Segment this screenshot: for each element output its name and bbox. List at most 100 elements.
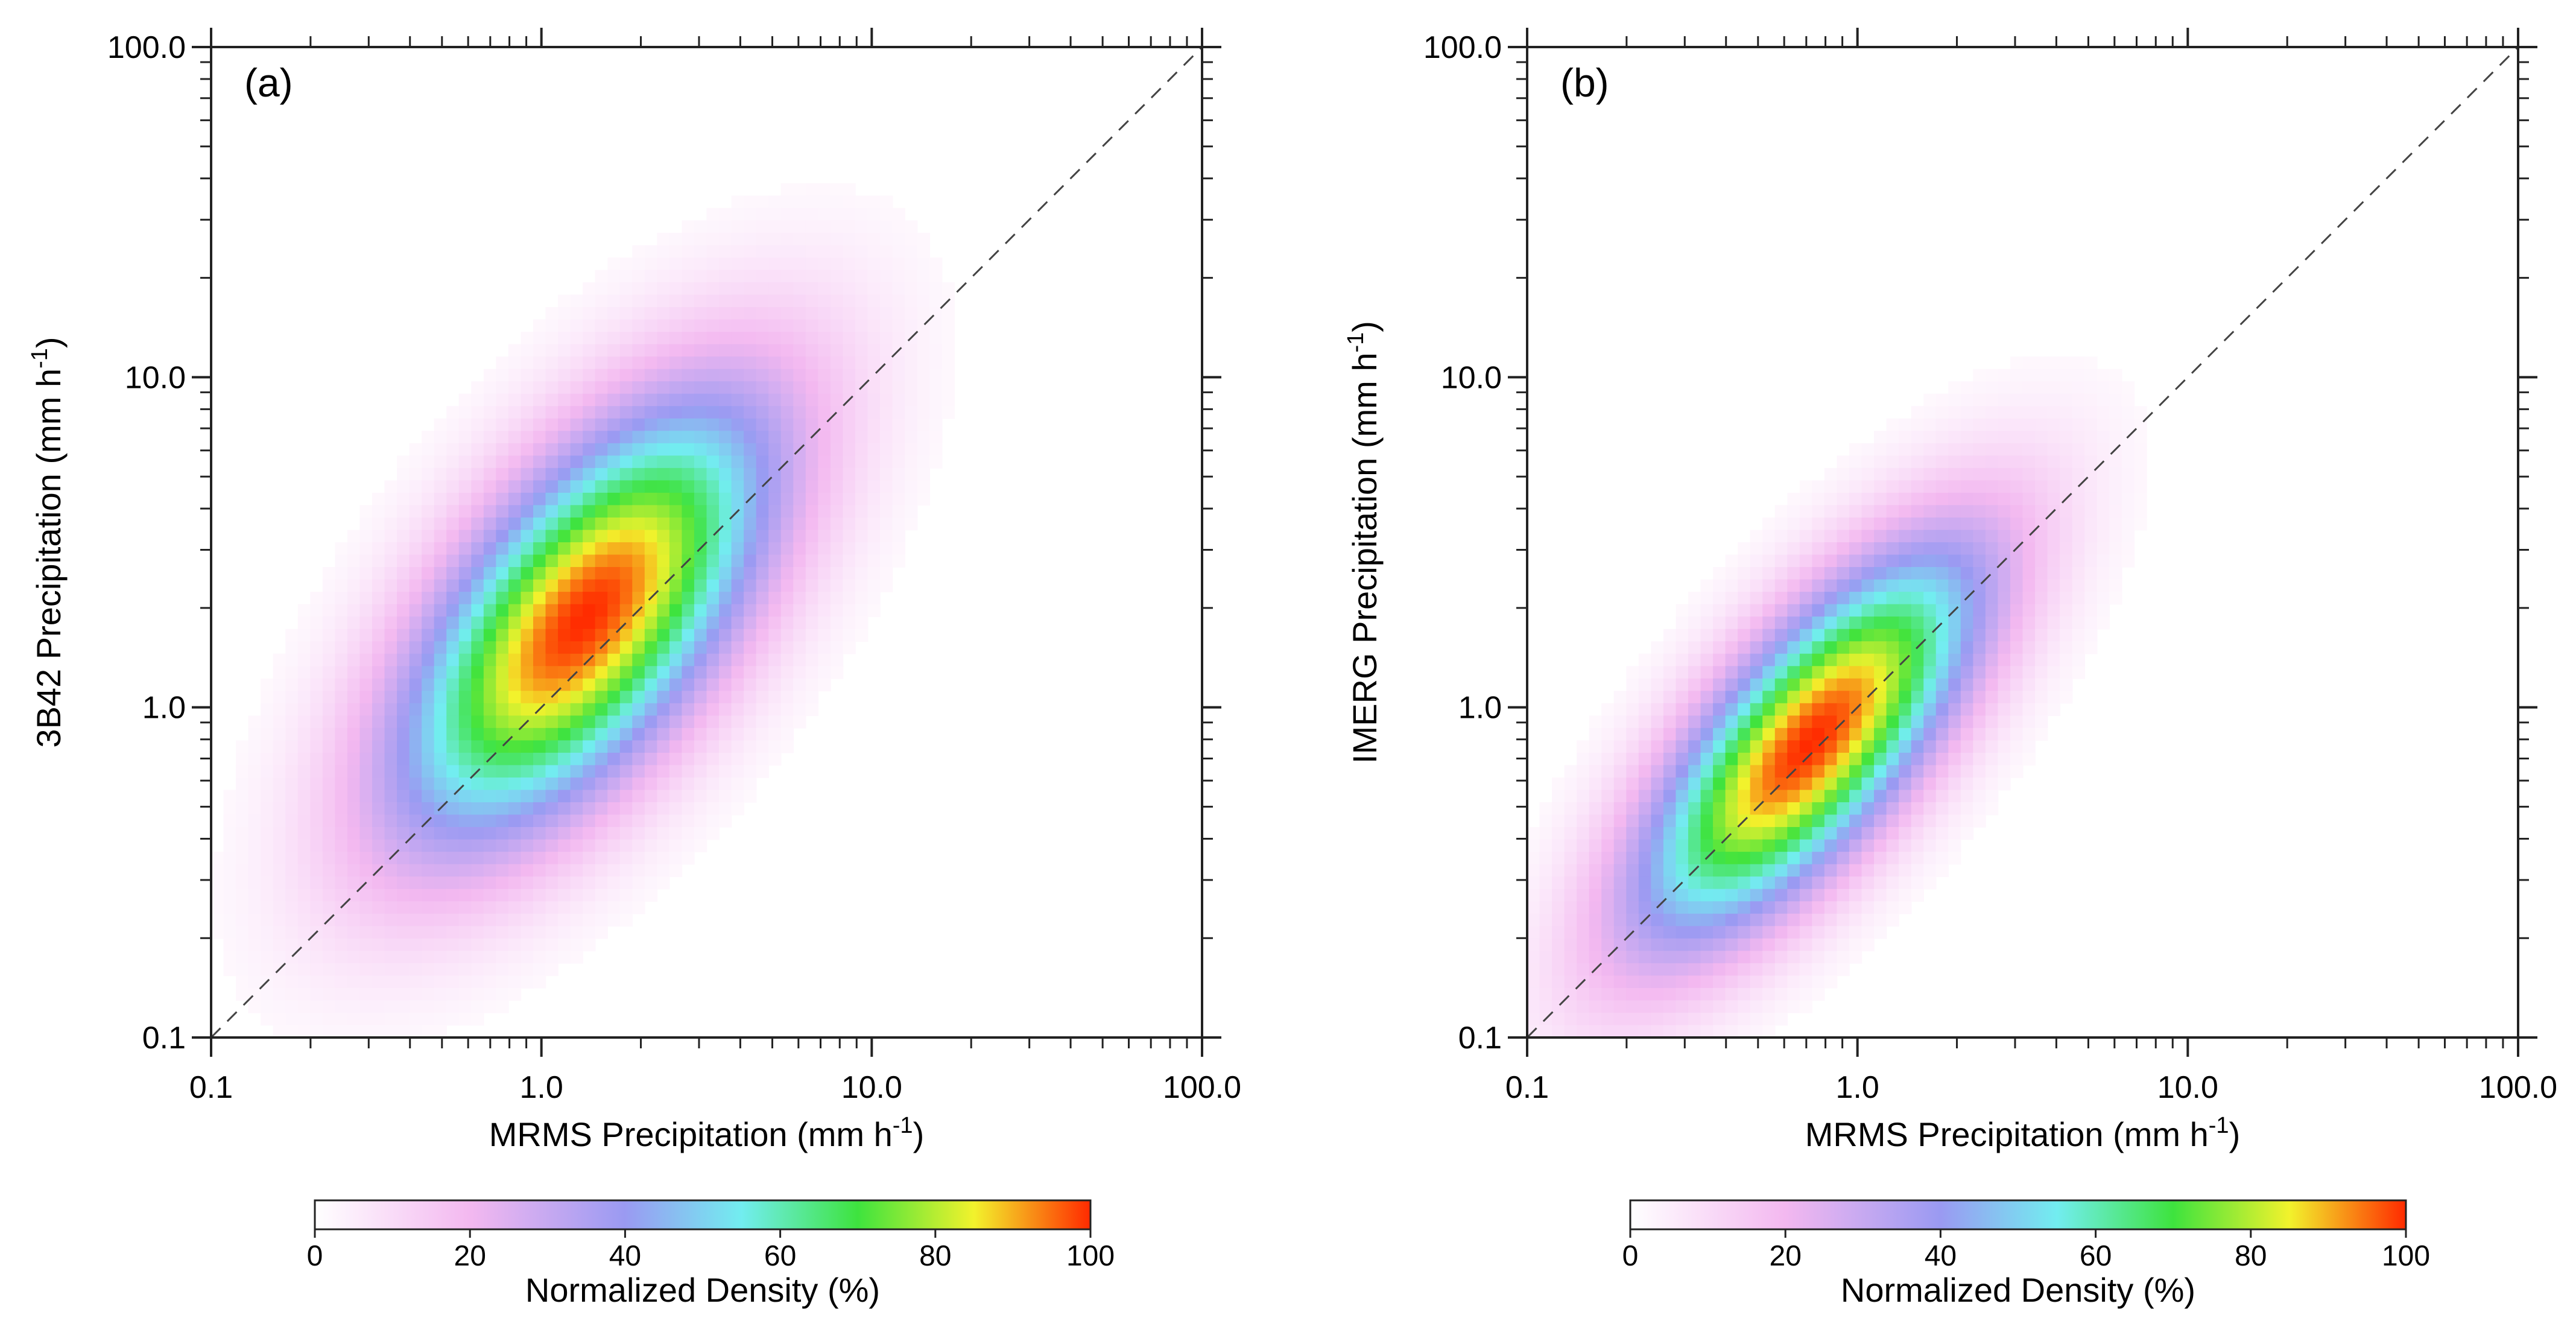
density-cell xyxy=(694,443,707,457)
density-cell xyxy=(1948,790,1961,803)
density-cell xyxy=(1960,703,1974,717)
density-cell xyxy=(310,666,323,679)
density-cell xyxy=(297,604,311,617)
density-cell xyxy=(1713,740,1726,753)
density-cell xyxy=(533,876,546,890)
density-cell xyxy=(1787,951,1800,964)
density-cell xyxy=(1973,467,1986,481)
density-cell xyxy=(347,987,361,1001)
density-cell xyxy=(1837,951,1850,964)
density-cell xyxy=(533,554,546,568)
density-cell xyxy=(1960,616,1974,630)
density-cell xyxy=(458,951,472,964)
density-cell xyxy=(397,666,410,679)
density-cell xyxy=(706,579,720,592)
density-cell xyxy=(570,740,583,753)
density-cell xyxy=(285,938,299,952)
density-cell xyxy=(719,480,732,493)
colorbar-title-b: Normalized Density (%) xyxy=(1841,1271,2195,1309)
density-cell xyxy=(347,926,361,939)
density-cell xyxy=(409,876,422,890)
density-cell xyxy=(880,257,893,271)
density-cell xyxy=(583,604,596,617)
density-cell xyxy=(2010,554,2024,568)
density-cell xyxy=(1787,938,1800,952)
density-cell xyxy=(1911,492,1924,506)
density-cell xyxy=(2060,517,2073,531)
density-cell xyxy=(793,307,806,320)
density-cell xyxy=(1762,740,1776,753)
density-cell xyxy=(1923,567,1937,580)
density-cell xyxy=(434,691,448,704)
density-cell xyxy=(682,443,695,457)
density-cell xyxy=(211,864,224,877)
density-cell xyxy=(347,938,361,952)
density-cell xyxy=(1589,777,1603,791)
density-cell xyxy=(744,740,757,753)
y-tick-label: 100.0 xyxy=(107,30,186,65)
density-cell xyxy=(434,963,448,977)
density-cell xyxy=(805,356,819,370)
density-cell xyxy=(310,740,323,753)
density-cell xyxy=(558,938,571,952)
density-cell xyxy=(521,790,534,803)
x-tick-label: 1.0 xyxy=(1836,1070,1879,1105)
density-cell xyxy=(843,183,856,197)
density-cell xyxy=(1824,629,1838,642)
density-cell xyxy=(1663,926,1677,939)
density-cell xyxy=(607,876,621,890)
density-cell xyxy=(1849,852,1862,865)
density-cell xyxy=(855,393,869,407)
density-cell xyxy=(756,270,769,283)
density-cell xyxy=(744,232,757,246)
x-tick-label: 100.0 xyxy=(2479,1070,2557,1105)
density-cell xyxy=(731,332,744,345)
density-cell xyxy=(521,827,534,840)
density-cell xyxy=(545,852,559,865)
density-cell xyxy=(545,938,559,952)
density-cell xyxy=(1750,554,1764,568)
density-cell xyxy=(1948,641,1961,654)
density-cell xyxy=(521,554,534,568)
density-cell xyxy=(1849,777,1862,791)
density-cell xyxy=(1688,839,1701,852)
density-cell xyxy=(1899,542,1912,556)
density-cell xyxy=(607,431,621,444)
density-cell xyxy=(583,715,596,729)
density-cell xyxy=(521,604,534,617)
density-cell xyxy=(248,777,261,791)
density-cell xyxy=(793,220,806,233)
density-cell xyxy=(1651,691,1664,704)
density-cell xyxy=(1824,492,1838,506)
density-cell xyxy=(310,802,323,816)
density-cell xyxy=(1886,653,1899,667)
density-cell xyxy=(359,777,373,791)
density-cell xyxy=(818,406,831,419)
density-cell xyxy=(1861,777,1875,791)
density-cell xyxy=(2060,653,2073,667)
density-cell xyxy=(682,616,695,630)
density-cell xyxy=(1837,864,1850,877)
density-cell xyxy=(1774,703,1788,717)
density-cell xyxy=(397,814,410,828)
density-cell xyxy=(297,864,311,877)
density-cell xyxy=(1750,629,1764,642)
density-cell xyxy=(372,926,385,939)
density-cell xyxy=(471,839,484,852)
density-cell xyxy=(1911,703,1924,717)
density-cell xyxy=(1613,790,1627,803)
density-cell xyxy=(719,431,732,444)
density-cell xyxy=(731,765,744,778)
density-cell xyxy=(1935,455,1949,469)
density-cell xyxy=(1774,592,1788,605)
density-cell xyxy=(880,207,893,221)
density-cell xyxy=(2121,467,2135,481)
density-cell xyxy=(496,913,509,927)
density-cell xyxy=(1861,752,1875,766)
density-cell xyxy=(458,467,472,481)
density-cell xyxy=(595,567,608,580)
density-cell xyxy=(409,653,422,667)
density-cell xyxy=(657,678,670,692)
density-cell xyxy=(1923,827,1937,840)
density-cell xyxy=(335,963,348,977)
